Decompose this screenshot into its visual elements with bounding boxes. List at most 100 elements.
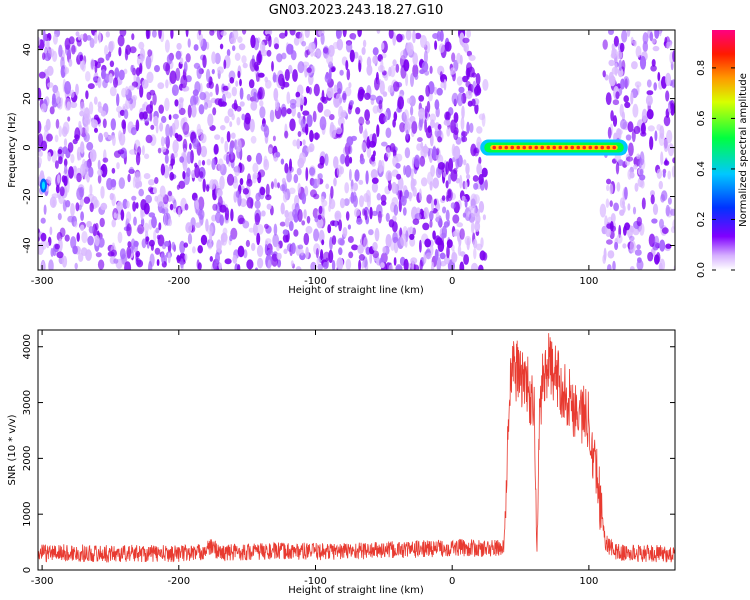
noise-speckle — [226, 131, 231, 143]
noise-speckle — [445, 209, 450, 222]
noise-speckle — [458, 86, 465, 94]
noise-speckle — [134, 171, 142, 185]
noise-speckle — [606, 239, 613, 245]
noise-speckle — [354, 208, 360, 218]
noise-speckle — [330, 185, 334, 199]
noise-speckle — [442, 171, 447, 178]
noise-speckle — [435, 211, 440, 223]
noise-speckle — [64, 81, 72, 95]
noise-speckle — [400, 233, 407, 247]
noise-speckle — [288, 187, 296, 195]
noise-speckle — [55, 184, 60, 194]
noise-speckle — [214, 52, 221, 65]
noise-speckle — [433, 198, 437, 206]
noise-speckle — [97, 57, 105, 64]
noise-speckle — [164, 154, 169, 164]
noise-speckle — [113, 77, 118, 88]
snr-plot-area — [38, 333, 675, 563]
noise-speckle — [338, 219, 342, 232]
signal-band-peak — [612, 145, 617, 150]
noise-speckle — [437, 239, 445, 252]
noise-speckle — [456, 52, 462, 64]
noise-speckle — [197, 262, 202, 270]
noise-speckle — [255, 72, 260, 83]
noise-speckle — [626, 156, 634, 162]
noise-speckle — [38, 156, 42, 166]
noise-speckle — [669, 208, 675, 216]
noise-speckle — [631, 61, 638, 70]
noise-speckle — [155, 123, 159, 134]
noise-speckle — [70, 236, 77, 249]
noise-speckle — [347, 105, 352, 115]
noise-speckle — [338, 105, 344, 120]
noise-speckle — [141, 103, 146, 111]
noise-speckle — [450, 119, 456, 134]
noise-speckle — [419, 188, 422, 201]
noise-speckle — [313, 228, 320, 242]
noise-speckle — [602, 70, 606, 78]
noise-speckle — [647, 251, 654, 262]
noise-speckle — [263, 158, 270, 171]
noise-speckle — [227, 82, 231, 90]
noise-speckle — [665, 41, 673, 49]
noise-speckle — [270, 181, 274, 190]
noise-speckle — [162, 61, 170, 72]
noise-speckle — [452, 214, 460, 224]
noise-speckle — [605, 198, 610, 208]
noise-speckle — [619, 42, 625, 53]
noise-speckle — [107, 135, 115, 141]
noise-speckle — [432, 230, 436, 240]
noise-speckle — [414, 154, 421, 168]
noise-speckle — [276, 252, 282, 260]
noise-speckle — [473, 182, 479, 190]
noise-speckle — [350, 186, 354, 193]
noise-speckle — [214, 134, 221, 140]
signal-band-peak — [600, 145, 605, 150]
snr-series-line — [38, 333, 675, 563]
noise-speckle — [250, 135, 257, 144]
noise-speckle — [481, 112, 486, 127]
noise-speckle — [148, 179, 155, 186]
noise-speckle — [230, 150, 234, 161]
noise-speckle — [652, 203, 659, 216]
noise-speckle — [657, 71, 661, 82]
noise-speckle — [219, 43, 224, 50]
noise-speckle — [465, 163, 470, 175]
noise-speckle — [444, 41, 452, 52]
noise-speckle — [253, 61, 259, 71]
noise-speckle — [242, 188, 249, 195]
noise-speckle — [220, 125, 226, 131]
noise-speckle — [78, 120, 82, 129]
noise-speckle — [356, 217, 363, 225]
noise-speckle — [335, 126, 343, 135]
noise-speckle — [209, 256, 213, 262]
noise-speckle — [140, 207, 144, 220]
noise-speckle — [654, 30, 660, 39]
noise-speckle — [284, 130, 289, 139]
noise-speckle — [127, 241, 132, 248]
noise-speckle — [463, 159, 467, 166]
noise-speckle — [194, 162, 198, 168]
noise-speckle — [59, 227, 66, 238]
noise-speckle — [50, 247, 54, 257]
noise-speckle — [126, 246, 132, 259]
noise-speckle — [150, 243, 154, 251]
noise-speckle — [297, 131, 302, 137]
noise-speckle — [219, 204, 227, 213]
noise-speckle — [316, 257, 321, 266]
noise-speckle — [383, 115, 388, 123]
noise-speckle — [83, 132, 90, 143]
noise-speckle — [200, 133, 207, 144]
noise-speckle — [472, 175, 479, 182]
noise-speckle — [297, 61, 305, 74]
noise-speckle — [315, 49, 322, 57]
noise-speckle — [234, 165, 241, 177]
noise-speckle — [73, 221, 78, 228]
noise-speckle — [453, 112, 459, 123]
noise-speckle — [279, 221, 286, 227]
noise-speckle — [405, 165, 412, 178]
noise-speckle — [627, 121, 634, 133]
noise-speckle — [310, 65, 316, 74]
noise-speckle — [455, 177, 460, 184]
noise-speckle — [107, 251, 115, 257]
